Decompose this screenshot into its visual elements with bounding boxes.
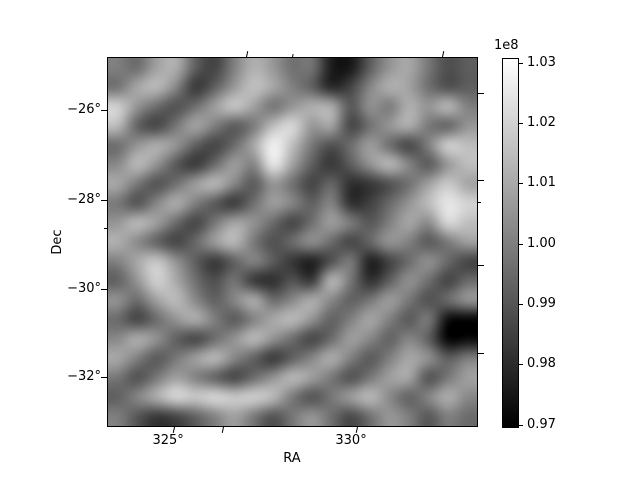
y-axis-right-tick <box>478 202 481 204</box>
plot-area <box>107 57 478 427</box>
colorbar-tick-label: 0.98 <box>527 356 556 372</box>
y-axis-right-tick <box>478 353 484 354</box>
y-tick-label: −32° <box>67 369 101 385</box>
colorbar <box>502 58 519 428</box>
y-axis-tick <box>101 109 107 111</box>
colorbar-offset-text: 1e8 <box>494 38 519 53</box>
y-tick-label: −30° <box>67 280 101 296</box>
y-axis-label: Dec <box>50 229 65 255</box>
y-axis-right-tick <box>478 179 484 181</box>
heatmap-image <box>108 58 477 426</box>
colorbar-tick <box>519 123 523 125</box>
y-tick-label: −28° <box>67 191 101 207</box>
y-axis-tick <box>101 199 107 201</box>
colorbar-tick <box>519 62 523 64</box>
y-tick-label: −26° <box>67 101 101 117</box>
colorbar-tick <box>519 304 523 306</box>
colorbar-tick-label: 1.03 <box>527 54 556 70</box>
y-axis-tick <box>101 377 107 379</box>
colorbar-tick <box>519 244 523 246</box>
colorbar-tick-label: 1.00 <box>527 236 556 252</box>
y-axis-tick <box>104 227 107 229</box>
colorbar-tick <box>519 425 523 427</box>
colorbar-tick <box>519 183 523 185</box>
colorbar-tick-label: 1.02 <box>527 115 556 131</box>
x-axis-tick <box>221 426 225 433</box>
y-axis-right-tick <box>478 264 484 266</box>
x-tick-label: 325° <box>152 433 184 448</box>
x-axis-label: RA <box>283 451 301 466</box>
x-tick-label: 330° <box>335 433 367 448</box>
y-axis-tick <box>101 288 107 290</box>
colorbar-tick-label: 1.01 <box>527 175 556 191</box>
colorbar-tick-label: 0.97 <box>527 417 556 433</box>
colorbar-tick-label: 0.99 <box>527 296 556 312</box>
y-axis-right-tick <box>478 92 484 94</box>
colorbar-tick <box>519 364 523 366</box>
